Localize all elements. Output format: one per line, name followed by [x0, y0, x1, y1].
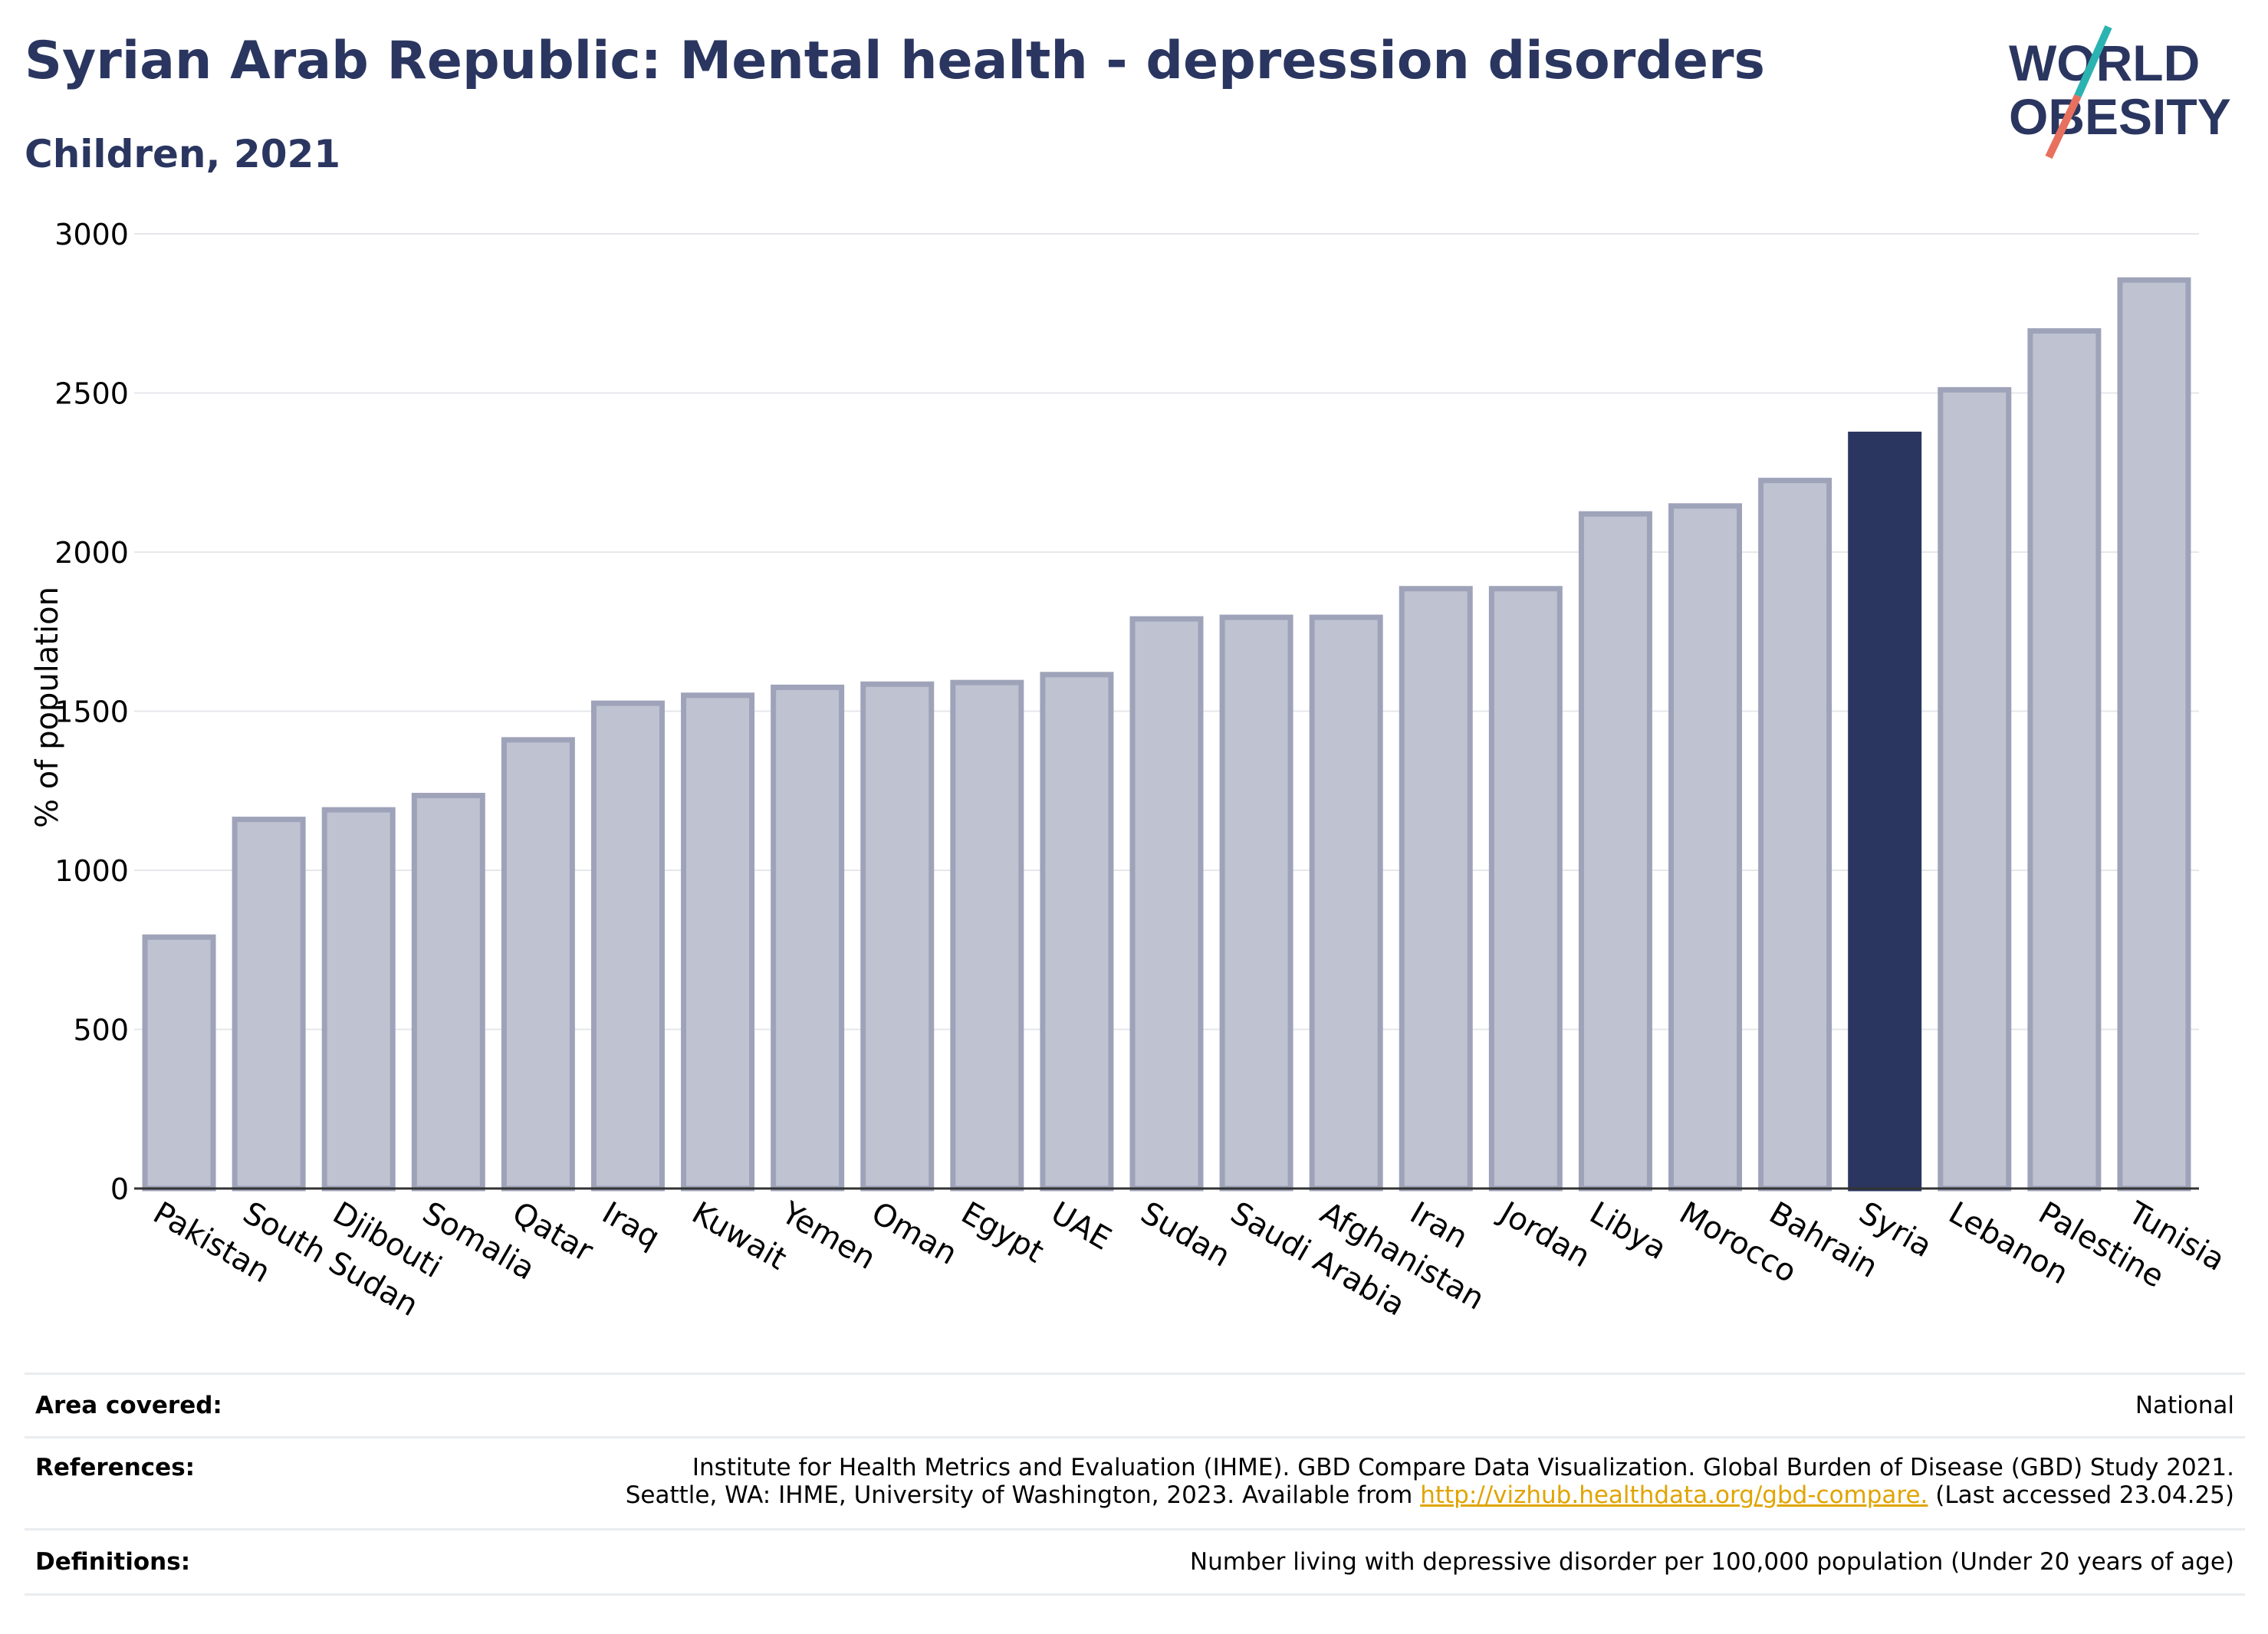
bar-jordan: [1488, 586, 1563, 1192]
bar-libya: [1578, 511, 1652, 1192]
bar-qatar: [501, 737, 575, 1192]
x-tick-label: Iraq: [596, 1195, 666, 1256]
y-tick-label: 1500: [54, 695, 129, 729]
bar-lebanon: [1938, 386, 2012, 1192]
bar-iraq: [590, 700, 665, 1192]
chart-title: Syrian Arab Republic: Mental health - de…: [25, 31, 1766, 91]
y-tick-label: 1000: [54, 854, 129, 888]
bar-saudi-arabia: [1219, 614, 1293, 1192]
x-tick-label: UAE: [1045, 1195, 1117, 1258]
bar-oman: [860, 681, 935, 1192]
bar-bahrain: [1758, 478, 1832, 1192]
x-tick-label: Oman: [866, 1195, 963, 1272]
y-tick-label: 0: [110, 1172, 129, 1206]
x-tick-label: Libya: [1583, 1195, 1672, 1267]
bar-egypt: [950, 679, 1024, 1192]
bar-south-sudan: [232, 817, 306, 1192]
footer-row-references: References: Institute for Health Metrics…: [25, 1436, 2245, 1528]
x-tick-label: Yemen: [775, 1195, 882, 1277]
bar-palestine: [2027, 328, 2102, 1192]
footer-row-area: Area covered: National: [25, 1373, 2245, 1436]
footer-row-definitions: Definitions: Number living with depressi…: [25, 1528, 2245, 1596]
references-value: Institute for Health Metrics and Evaluat…: [626, 1454, 2245, 1509]
y-axis-ticks: 0 500 1000 1500 2000 2500 3000: [54, 218, 129, 1206]
logo-line2: OBESITY: [2009, 88, 2231, 145]
bar-syria: [1848, 431, 1922, 1192]
y-tick-label: 500: [73, 1014, 129, 1047]
y-tick-label: 2000: [54, 536, 129, 570]
definitions-label: Definitions:: [35, 1548, 191, 1576]
y-tick-label: 3000: [54, 218, 129, 252]
references-line2-suffix: (Last accessed 23.04.25): [1928, 1481, 2234, 1509]
definitions-value: Number living with depressive disorder p…: [1189, 1548, 2234, 1576]
x-tick-label: Kuwait: [686, 1195, 793, 1277]
x-tick-label: Egypt: [955, 1195, 1050, 1271]
x-tick-label: Sudan: [1135, 1195, 1236, 1274]
logo-slash-coral: [2045, 94, 2082, 159]
bar-morocco: [1668, 503, 1743, 1192]
bar-yemen: [771, 684, 845, 1192]
bar-somalia: [411, 792, 485, 1192]
bar-kuwait: [681, 692, 755, 1192]
area-covered-label: Area covered:: [35, 1392, 222, 1419]
y-axis-label: % of population: [30, 587, 65, 828]
references-label: References:: [35, 1454, 196, 1481]
area-covered-value: National: [2135, 1392, 2234, 1419]
bar-sudan: [1129, 616, 1204, 1192]
references-link[interactable]: http://vizhub.healthdata.org/gbd-compare…: [1420, 1481, 1928, 1509]
bar-pakistan: [142, 934, 216, 1192]
y-tick-label: 2500: [54, 377, 129, 411]
x-tick-label: Jordan: [1492, 1194, 1596, 1274]
bar-djibouti: [321, 807, 396, 1192]
references-line1: Institute for Health Metrics and Evaluat…: [692, 1454, 2234, 1481]
references-line2-prefix: Seattle, WA: IHME, University of Washing…: [625, 1481, 1421, 1509]
bar-iran: [1399, 586, 1473, 1192]
bars: [142, 277, 2191, 1192]
bar-uae: [1040, 672, 1114, 1192]
logo-slash-teal: [2074, 25, 2112, 98]
chart-subtitle: Children, 2021: [25, 132, 341, 176]
bar-afghanistan: [1309, 614, 1383, 1192]
world-obesity-logo: WORLD OBESITY: [2009, 25, 2231, 159]
bar-tunisia: [2117, 277, 2191, 1192]
chart-footer: Area covered: National References: Insti…: [25, 1373, 2245, 1596]
